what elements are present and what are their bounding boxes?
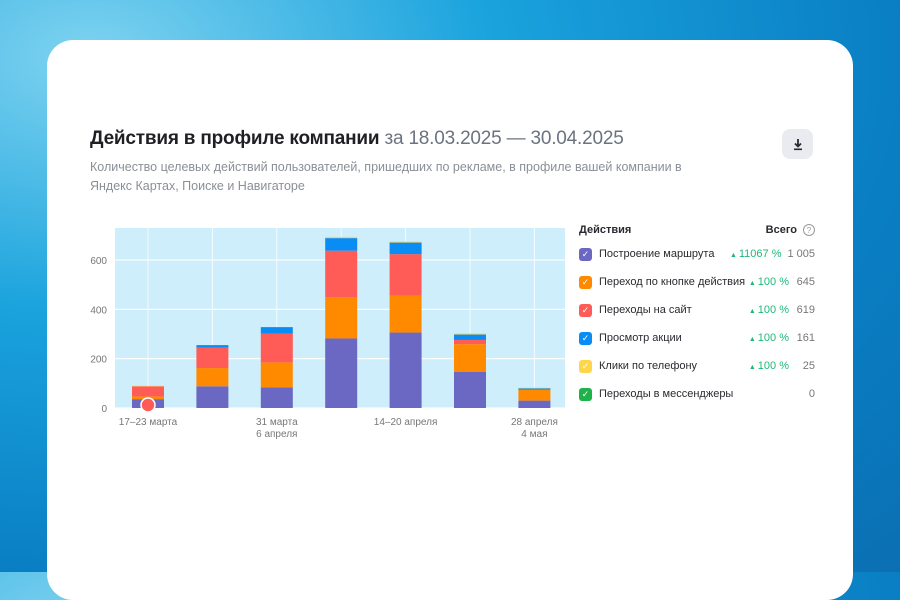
legend-item[interactable]: ✓ Переходы в мессенджеры 0 [579, 380, 815, 408]
legend-label: Переходы на сайт [599, 304, 745, 316]
legend-label: Клики по телефону [599, 360, 745, 372]
bar-segment [390, 296, 422, 333]
marker-pin-icon [141, 398, 155, 412]
bar-segment [196, 345, 228, 347]
x-tick-label: 28 апреля [511, 417, 558, 428]
legend-total: 25 [795, 360, 815, 372]
y-tick-label: 0 [101, 404, 107, 415]
bar-segment [390, 242, 422, 243]
legend-header-total: Всего [766, 224, 797, 236]
x-tick-label: 31 марта [256, 417, 298, 428]
legend-item[interactable]: ✓ Просмотр акции 100 % 161 [579, 324, 815, 352]
bar-segment [261, 327, 293, 334]
bar-segment [325, 297, 357, 338]
legend-label: Переходы в мессенджеры [599, 388, 789, 400]
download-button[interactable] [782, 129, 813, 159]
change-percent: 100 % [749, 276, 789, 288]
legend-label: Переход по кнопке действия [599, 276, 745, 288]
change-percent: 11067 % [730, 248, 781, 260]
bar-segment [325, 238, 357, 251]
bar-segment [390, 333, 422, 408]
change-percent: 100 % [749, 360, 789, 372]
bar-segment [518, 401, 550, 408]
legend-header-actions: Действия [579, 224, 631, 236]
checkbox-checked-icon[interactable]: ✓ [579, 248, 592, 261]
legend-header: Действия Всего? [579, 220, 815, 240]
x-tick-label: 6 апреля [256, 429, 297, 440]
legend-total: 645 [795, 276, 815, 288]
x-tick-label: 14–20 апреля [374, 417, 438, 428]
bar-segment [132, 386, 164, 396]
report-card: Действия в профиле компании за 18.03.202… [47, 40, 853, 600]
legend-item[interactable]: ✓ Клики по телефону 100 % 25 [579, 352, 815, 380]
legend: Действия Всего? ✓ Построение маршрута 11… [579, 220, 815, 408]
legend-label: Построение маршрута [599, 248, 726, 260]
bar-segment [325, 338, 357, 408]
bar-segment [518, 390, 550, 401]
bar-segment [454, 334, 486, 335]
checkbox-checked-icon[interactable]: ✓ [579, 276, 592, 289]
bar-segment [454, 335, 486, 340]
checkbox-checked-icon[interactable]: ✓ [579, 360, 592, 373]
checkbox-checked-icon[interactable]: ✓ [579, 332, 592, 345]
checkbox-checked-icon[interactable]: ✓ [579, 304, 592, 317]
legend-total: 619 [795, 304, 815, 316]
legend-total: 161 [795, 332, 815, 344]
bar-segment [261, 387, 293, 408]
bar-segment [390, 254, 422, 295]
legend-item[interactable]: ✓ Построение маршрута 11067 % 1 005 [579, 240, 815, 268]
checkbox-checked-icon[interactable]: ✓ [579, 388, 592, 401]
help-icon[interactable]: ? [803, 224, 815, 236]
y-tick-label: 400 [90, 305, 107, 316]
legend-item[interactable]: ✓ Переход по кнопке действия 100 % 645 [579, 268, 815, 296]
x-tick-label: 17–23 марта [119, 417, 178, 428]
bar-segment [261, 334, 293, 363]
bar-segment [454, 344, 486, 372]
bar-segment [196, 348, 228, 368]
y-tick-label: 600 [90, 256, 107, 267]
legend-total: 0 [795, 388, 815, 400]
bar-segment [518, 388, 550, 389]
legend-item[interactable]: ✓ Переходы на сайт 100 % 619 [579, 296, 815, 324]
legend-total: 1 005 [787, 248, 815, 260]
bar-segment [196, 386, 228, 408]
bar-segment [454, 372, 486, 408]
bar-segment [196, 368, 228, 386]
y-tick-label: 200 [90, 355, 107, 366]
download-icon [792, 138, 804, 151]
change-percent: 100 % [749, 304, 789, 316]
bar-segment [261, 362, 293, 387]
change-percent: 100 % [749, 332, 789, 344]
bar-segment [325, 237, 357, 238]
bar-segment [454, 340, 486, 344]
x-tick-label: 4 мая [521, 429, 547, 440]
legend-label: Просмотр акции [599, 332, 745, 344]
bar-segment [390, 243, 422, 255]
bar-segment [325, 251, 357, 297]
